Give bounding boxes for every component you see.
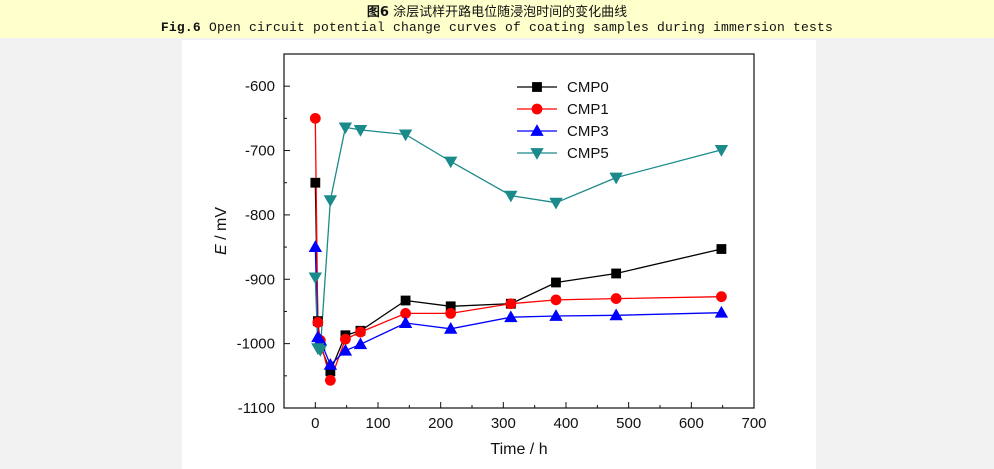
data-point-cmp0 — [310, 177, 321, 188]
series-lines — [314, 118, 722, 383]
data-point-cmp0 — [716, 244, 727, 254]
y-axis-title-symbol: E — [213, 244, 230, 255]
data-point-cmp5 — [504, 190, 518, 203]
y-tick-label: -600 — [245, 78, 275, 95]
y-axis-title-unit: / mV — [213, 207, 230, 245]
data-point-cmp1 — [312, 316, 324, 328]
series-line-cmp0 — [314, 182, 722, 374]
data-point-cmp1 — [340, 333, 351, 345]
data-point-cmp3 — [338, 343, 353, 356]
caption-bar: 图6 涂层试样开路电位随浸泡时间的变化曲线 Fig.6 Open circuit… — [0, 0, 994, 38]
y-tick-label: -900 — [245, 271, 275, 288]
legend: CMP0 CMP1 CMP3 CMP5 — [517, 79, 609, 162]
axis-ticks: 0 100 200 300 400 500 600 700 -600 -700 -800 -900 -1… — [237, 78, 767, 432]
data-point-cmp5 — [323, 195, 338, 207]
x-tick-label: 500 — [616, 415, 641, 432]
x-tick-label: 300 — [491, 415, 516, 432]
caption-english: Fig.6 Open circuit potential change curv… — [0, 20, 994, 35]
data-point-cmp3 — [714, 305, 729, 318]
data-point-cmp5 — [353, 125, 368, 137]
data-point-cmp0 — [400, 295, 411, 306]
data-point-cmp5 — [313, 345, 328, 357]
data-point-cmp1 — [355, 326, 366, 338]
series-line-cmp3 — [314, 247, 722, 367]
data-point-cmp5 — [444, 156, 458, 169]
x-tick-label: 400 — [553, 415, 578, 432]
data-point-cmp3 — [504, 310, 518, 323]
data-point-cmp0 — [611, 268, 622, 279]
y-tick-label: -1100 — [238, 400, 275, 417]
y-tick-label: -800 — [245, 207, 275, 224]
data-point-cmp3 — [549, 309, 563, 321]
y-tick-label: -1000 — [237, 336, 275, 353]
x-axis-title: Time / h — [490, 441, 547, 458]
y-axis-title: E / mV — [213, 207, 230, 255]
legend-marker-cmp0 — [532, 82, 542, 92]
chart-svg: 0 100 200 300 400 500 600 700 -600 -700 -800 -900 -1… — [213, 53, 767, 458]
data-point-cmp1 — [505, 298, 517, 310]
x-tick-label: 600 — [679, 415, 704, 432]
data-point-cmp5 — [338, 122, 353, 135]
caption-en-prefix: Fig.6 — [160, 20, 201, 35]
legend-label-cmp5: CMP5 — [567, 145, 609, 162]
series-markers — [308, 112, 729, 386]
y-tick-label: -700 — [245, 143, 275, 160]
data-point-cmp5 — [714, 145, 729, 157]
data-point-cmp1 — [309, 112, 321, 124]
data-point-cmp3 — [323, 358, 338, 370]
x-tick-label: 0 — [311, 415, 319, 432]
legend-marker-cmp5 — [530, 148, 544, 160]
data-point-cmp0 — [551, 277, 561, 288]
data-point-cmp5 — [308, 272, 323, 285]
data-point-cmp3 — [444, 322, 458, 334]
data-point-cmp1 — [716, 291, 727, 303]
data-point-cmp1 — [324, 374, 336, 386]
legend-label-cmp0: CMP0 — [567, 79, 609, 96]
legend-label-cmp1: CMP1 — [567, 101, 609, 118]
data-point-cmp5 — [549, 197, 563, 210]
x-tick-label: 200 — [428, 415, 453, 432]
x-tick-label: 100 — [365, 415, 390, 432]
caption-cn-prefix: 图6 — [366, 5, 389, 20]
x-tick-label: 700 — [741, 415, 766, 432]
data-point-cmp1 — [445, 307, 457, 319]
data-point-cmp3 — [398, 316, 413, 328]
legend-marker-cmp3 — [530, 124, 544, 136]
data-point-cmp5 — [398, 129, 413, 142]
caption-cn-text: 涂层试样开路电位随浸泡时间的变化曲线 — [393, 5, 628, 20]
caption-en-text: Open circuit potential change curves of … — [208, 20, 834, 35]
caption-chinese: 图6 涂层试样开路电位随浸泡时间的变化曲线 — [0, 1, 994, 20]
data-point-cmp5 — [609, 172, 623, 185]
data-point-cmp1 — [610, 293, 622, 304]
data-point-cmp3 — [353, 337, 368, 350]
legend-label-cmp3: CMP3 — [567, 123, 609, 140]
legend-marker-cmp1 — [531, 103, 543, 115]
data-point-cmp3 — [609, 308, 623, 321]
data-point-cmp3 — [308, 240, 323, 252]
figure-panel: 0 100 200 300 400 500 600 700 -600 -700 -800 -900 -1… — [182, 40, 816, 469]
series-line-cmp1 — [314, 118, 722, 383]
data-point-cmp1 — [550, 294, 562, 306]
plot-frame — [283, 53, 755, 409]
